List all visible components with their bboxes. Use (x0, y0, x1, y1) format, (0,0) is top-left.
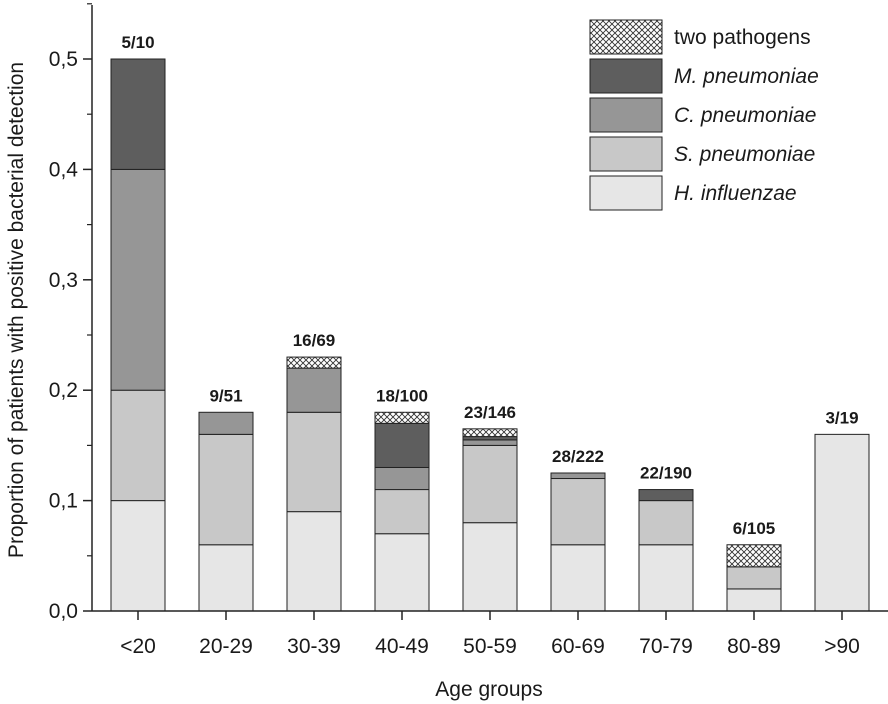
bar-segment-s-pneumoniae-50-59 (462, 444, 518, 524)
x-tick-label-40-49: 40-49 (375, 635, 429, 658)
bar-segment-c-pneumoniae-50-59 (462, 439, 518, 446)
bar-segment-s-pneumoniae-30-39 (286, 411, 342, 513)
bar-segment-h-influenzae-20-29 (198, 544, 254, 612)
x-tick-label-90: >90 (824, 635, 860, 658)
y-tick-label-0: 0,0 (49, 600, 78, 623)
legend: two pathogens M. pneumoniae C. pneumoniae S… (589, 19, 819, 211)
bar-segment-h-influenzae-30-39 (286, 511, 342, 612)
bar-total-label-90: 3/19 (825, 408, 858, 427)
bar-total-label-70-79: 22/190 (640, 464, 692, 483)
bar-segment-m-pneumoniae-70-79 (638, 489, 694, 502)
bar-total-label-20: 5/10 (121, 33, 154, 52)
bar-segment-two-pathogens-50-59 (462, 428, 518, 438)
legend-swatch-h-influenzae (589, 175, 663, 211)
bar-segment-s-pneumoniae-80-89 (726, 566, 782, 590)
x-tick-label-20-29: 20-29 (199, 635, 253, 658)
bar-segment-h-influenzae-90 (814, 433, 870, 612)
legend-swatch-m-pneumoniae (589, 58, 663, 94)
bar-segment-c-pneumoniae-60-69 (550, 472, 606, 480)
y-tick-label-5: 0,5 (49, 48, 78, 71)
bar-total-label-60-69: 28/222 (552, 447, 604, 466)
bar-segment-c-pneumoniae-20 (110, 168, 166, 391)
y-tick-label-1: 0,1 (49, 490, 78, 513)
bar-segment-s-pneumoniae-60-69 (550, 478, 606, 546)
bar-total-label-30-39: 16/69 (293, 331, 336, 350)
axes-layer: <20 20-29 30-39 40-49 50-59 60-69 70-79 80-89 >9… (49, 3, 888, 658)
bar-segment-c-pneumoniae-30-39 (286, 367, 342, 413)
bar-total-label-20-29: 9/51 (209, 386, 242, 405)
bar-segment-h-influenzae-80-89 (726, 588, 782, 612)
bar-segment-s-pneumoniae-20 (110, 389, 166, 502)
bar-segment-h-influenzae-40-49 (374, 533, 430, 612)
bar-segment-two-pathogens-30-39 (286, 356, 342, 369)
legend-label-c-pneumoniae: C. pneumoniae (674, 104, 816, 127)
x-axis-title: Age groups (435, 678, 542, 701)
legend-swatch-two-pathogens (589, 19, 663, 55)
legend-swatch-c-pneumoniae (589, 97, 663, 133)
bar-segment-c-pneumoniae-40-49 (374, 466, 430, 491)
legend-label-s-pneumoniae: S. pneumoniae (674, 143, 815, 166)
x-tick-label-80-89: 80-89 (727, 635, 781, 658)
y-tick-label-2: 0,2 (49, 379, 78, 402)
x-tick-label-30-39: 30-39 (287, 635, 341, 658)
bar-segment-s-pneumoniae-70-79 (638, 500, 694, 546)
x-tick-label-60-69: 60-69 (551, 635, 605, 658)
bar-segment-s-pneumoniae-40-49 (374, 489, 430, 535)
bar-segment-two-pathogens-80-89 (726, 544, 782, 568)
x-tick-label-50-59: 50-59 (463, 635, 517, 658)
x-tick-label-20: <20 (120, 635, 156, 658)
bar-segment-h-influenzae-50-59 (462, 522, 518, 612)
bars-layer: 5/10 9/51 16/69 18/100 23/146 28/222 22/190 6/1… (110, 33, 870, 612)
bar-segment-h-influenzae-70-79 (638, 544, 694, 612)
bar-segment-s-pneumoniae-20-29 (198, 433, 254, 546)
bar-segment-m-pneumoniae-40-49 (374, 422, 430, 468)
legend-label-h-influenzae: H. influenzae (674, 182, 797, 205)
y-tick-label-4: 0,4 (49, 158, 79, 181)
bar-segment-h-influenzae-60-69 (550, 544, 606, 612)
bar-segment-two-pathogens-40-49 (374, 411, 430, 424)
y-axis-title: Proportion of patients with positive bac… (5, 62, 28, 558)
bar-total-label-50-59: 23/146 (464, 403, 516, 422)
bar-segment-c-pneumoniae-20-29 (198, 411, 254, 435)
x-tick-label-70-79: 70-79 (639, 635, 693, 658)
bar-total-label-80-89: 6/105 (733, 519, 776, 538)
bar-segment-m-pneumoniae-20 (110, 58, 166, 170)
bar-total-label-40-49: 18/100 (376, 386, 428, 405)
legend-label-two-pathogens: two pathogens (674, 26, 811, 49)
y-tick-label-3: 0,3 (49, 269, 78, 292)
legend-label-m-pneumoniae: M. pneumoniae (674, 65, 819, 88)
legend-swatch-s-pneumoniae (589, 136, 663, 172)
bar-segment-h-influenzae-20 (110, 500, 166, 612)
